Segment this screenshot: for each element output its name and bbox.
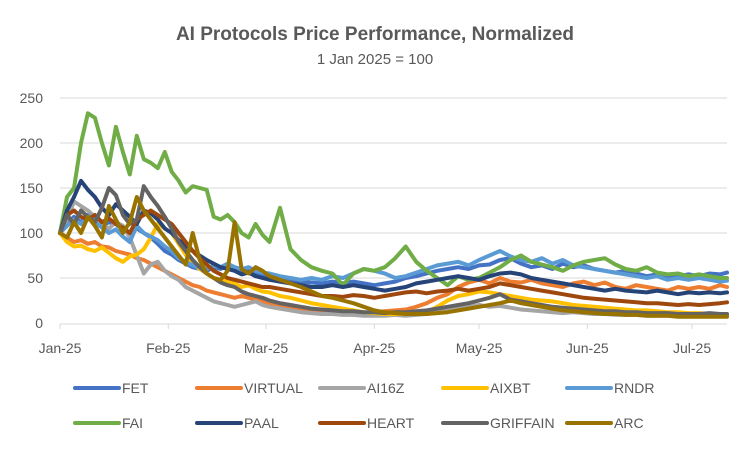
legend-label: FET: [122, 380, 149, 396]
x-axis: Jan-25 Feb-25 Mar-25 Apr-25 May-25 Jun-25 Jul-…: [39, 323, 727, 356]
y-tick-label: 200: [20, 135, 44, 151]
legend-item-rndr: RNDR: [565, 380, 654, 396]
y-tick-label: 150: [20, 180, 44, 196]
y-tick-label: 250: [20, 90, 44, 106]
series-lines: [58, 111, 729, 319]
legend-item-paal: PAAL: [195, 415, 279, 431]
legend-label: FAI: [122, 415, 143, 431]
series-line-rndr: [58, 213, 729, 284]
x-tick-label: Apr-25: [353, 340, 395, 356]
x-tick-label: May-25: [456, 340, 503, 356]
gridlines: [60, 97, 727, 279]
legend-label: GRIFFAIN: [490, 415, 555, 431]
legend-item-ai16z: AI16Z: [318, 380, 405, 396]
legend-label: AIXBT: [490, 380, 531, 396]
legend-label: AI16Z: [367, 380, 405, 396]
legend-item-griffain: GRIFFAIN: [441, 415, 555, 431]
legend-item-aixbt: AIXBT: [441, 380, 531, 396]
legend-item-fai: FAI: [73, 415, 143, 431]
chart-title: AI Protocols Price Performance, Normaliz…: [176, 24, 574, 45]
legend-label: ARC: [614, 415, 644, 431]
series-line-aixbt: [58, 222, 729, 316]
y-axis: 0 50 100 150 200 250: [20, 90, 44, 331]
series-line-fai: [58, 111, 729, 288]
x-tick-label: Jan-25: [39, 340, 82, 356]
x-tick-label: Jun-25: [566, 340, 609, 356]
x-tick-label: Mar-25: [244, 340, 289, 356]
legend-label: VIRTUAL: [244, 380, 303, 396]
x-tick-label: Feb-25: [146, 340, 191, 356]
chart-subtitle: 1 Jan 2025 = 100: [317, 51, 433, 68]
legend-label: RNDR: [614, 380, 654, 396]
x-tick-label: Jul-25: [673, 340, 711, 356]
legend-label: PAAL: [244, 415, 279, 431]
legend-item-arc: ARC: [565, 415, 644, 431]
y-tick-label: 0: [35, 315, 43, 331]
series-line-griffain: [58, 184, 729, 316]
legend: FET VIRTUAL AI16Z AIXBT RNDR FAI PAAL HEART GRIF…: [73, 380, 654, 431]
y-tick-label: 100: [20, 225, 44, 241]
legend-item-fet: FET: [73, 380, 149, 396]
legend-item-heart: HEART: [318, 415, 415, 431]
legend-label: HEART: [367, 415, 415, 431]
legend-item-virtual: VIRTUAL: [195, 380, 303, 396]
series-line-arc: [58, 195, 729, 319]
y-tick-label: 50: [27, 270, 43, 286]
